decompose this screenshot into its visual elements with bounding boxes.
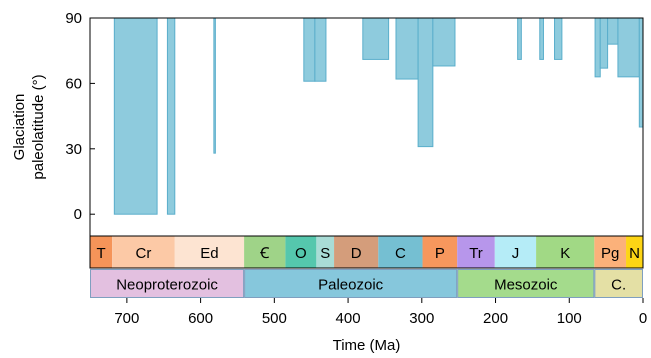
period-cell [112, 236, 175, 268]
y-axis: 0 30 60 90 [65, 10, 95, 223]
y-tick-label: 90 [65, 10, 82, 27]
era-cell [244, 269, 458, 298]
y-tick-label: 60 [65, 75, 82, 92]
glaciation-bar [594, 17, 601, 78]
y-tick-label: 0 [74, 206, 82, 223]
x-axis-title: Time (Ma) [333, 337, 401, 354]
period-label: Tr [469, 245, 483, 262]
x-tick-label: 600 [188, 310, 213, 327]
period-label: J [512, 245, 520, 262]
glaciation-bar [617, 17, 640, 78]
glaciation-bar [113, 17, 158, 215]
period-label: Pg [601, 245, 619, 262]
glaciation-bars [113, 17, 644, 215]
glaciation-bar [213, 17, 216, 154]
period-label: D [351, 245, 362, 262]
era-label: Neoproterozoic [116, 277, 218, 294]
period-cell [244, 236, 286, 268]
period-label: K [560, 245, 570, 262]
glaciation-bar [432, 17, 456, 67]
period-label: O [295, 245, 307, 262]
x-tick-label: 700 [114, 310, 139, 327]
y-axis-title-line2: paleolatitude (°) [30, 74, 47, 179]
period-band-frame [89, 235, 644, 269]
period-cell [626, 236, 643, 268]
glaciation-bar [539, 17, 544, 60]
period-cell [378, 236, 423, 268]
period-label: S [320, 245, 330, 262]
glaciation-bar [395, 17, 419, 80]
period-cell [494, 236, 537, 268]
era-cell [457, 269, 595, 298]
x-tick-label: 400 [336, 310, 361, 327]
period-label: Cr [136, 245, 152, 262]
period-cell [334, 236, 379, 268]
era-label: C. [611, 277, 626, 294]
period-cell [457, 236, 495, 268]
period-band: T Cr Ed Ꞓ O S D C P Tr J K Pg N [89, 235, 644, 269]
glaciation-bar [314, 17, 327, 82]
period-cell [285, 236, 317, 268]
glaciation-bar [362, 17, 390, 60]
y-axis-title-line1: Glaciation [11, 94, 28, 161]
glaciation-bar [517, 17, 522, 60]
period-label: C [395, 245, 406, 262]
era-label: Paleozoic [318, 277, 384, 294]
period-cell [422, 236, 458, 268]
glaciation-bar [417, 17, 434, 148]
glaciation-bar [607, 17, 619, 45]
era-band: Neoproterozoic Paleozoic Mesozoic C. [90, 269, 643, 298]
period-label: Ed [200, 245, 218, 262]
period-cell [594, 236, 627, 268]
period-label: Ꞓ [259, 245, 270, 262]
period-label: N [629, 245, 640, 262]
x-axis: 700 600 500 400 300 200 100 0 [114, 298, 647, 327]
y-tick-label: 30 [65, 141, 82, 158]
x-tick-label: 200 [483, 310, 508, 327]
era-label: Mesozoic [494, 277, 558, 294]
period-cell [174, 236, 245, 268]
x-tick-label: 300 [409, 310, 434, 327]
period-label: P [435, 245, 445, 262]
glaciation-bar [166, 17, 176, 215]
glaciation-bar [303, 17, 316, 82]
period-cell [316, 236, 335, 268]
glaciation-bar [554, 17, 563, 60]
period-cell [536, 236, 595, 268]
x-tick-label: 100 [557, 310, 582, 327]
x-tick-label: 0 [639, 310, 647, 327]
x-tick-label: 500 [262, 310, 287, 327]
glaciation-bar [599, 17, 609, 69]
era-cell [594, 269, 643, 298]
glaciation-bar [638, 17, 644, 128]
era-cell [90, 269, 245, 298]
period-label: T [96, 245, 105, 262]
period-cell [90, 236, 113, 268]
